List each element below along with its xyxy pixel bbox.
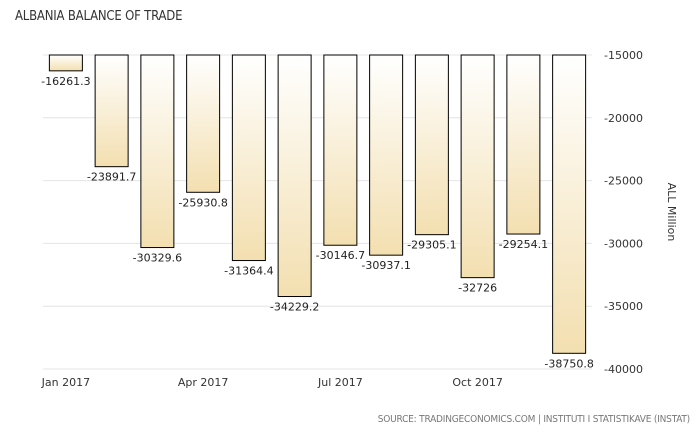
- data-label: -31364.4: [224, 265, 273, 278]
- data-labels: -16261.3 -23891.7 -30329.6 -25930.8 -31364.4…: [41, 75, 594, 370]
- bar: [506, 54, 541, 235]
- bars: [48, 54, 587, 354]
- x-tick-label: Apr 2017: [178, 376, 229, 389]
- data-label: -30146.7: [316, 249, 365, 262]
- bar: [277, 54, 312, 298]
- data-label: -25930.8: [178, 196, 227, 209]
- bar: [140, 54, 175, 249]
- data-label: -16261.3: [41, 75, 90, 88]
- y-tick-label: -30000: [604, 237, 643, 250]
- x-tick-label: Oct 2017: [452, 376, 503, 389]
- data-label: -30937.1: [361, 259, 410, 272]
- data-label: -34229.2: [270, 301, 319, 314]
- data-label: -29254.1: [499, 238, 548, 251]
- x-tick-label: Jan 2017: [41, 376, 90, 389]
- source-note: SOURCE: TRADINGECONOMICS.COM | INSTITUTI…: [377, 414, 690, 425]
- y-tick-label: -15000: [604, 49, 643, 62]
- bar: [48, 54, 83, 72]
- bar: [231, 54, 266, 262]
- y-tick-label: -35000: [604, 300, 643, 313]
- bar: [460, 54, 495, 279]
- chart-title: ALBANIA BALANCE OF TRADE: [15, 9, 183, 24]
- grid-lines: [43, 54, 592, 370]
- bar: [323, 54, 358, 246]
- bar: [552, 54, 587, 354]
- data-label: -29305.1: [407, 239, 456, 252]
- y-axis-label: ALL Million: [665, 183, 678, 242]
- y-tick-label: -25000: [604, 175, 643, 188]
- y-axis-ticks: -15000 -20000 -25000 -30000 -35000 -40000: [604, 49, 643, 376]
- bar: [94, 54, 129, 168]
- y-tick-label: -20000: [604, 112, 643, 125]
- data-label: -23891.7: [87, 171, 136, 184]
- data-label: -32726: [458, 282, 497, 295]
- bar: [414, 54, 449, 236]
- x-axis-ticks: Jan 2017 Apr 2017 Jul 2017 Oct 2017: [41, 376, 503, 389]
- bar: [186, 54, 221, 193]
- bar: [369, 54, 404, 256]
- x-tick-label: Jul 2017: [317, 376, 363, 389]
- data-label: -38750.8: [544, 357, 593, 370]
- y-tick-label: -40000: [604, 363, 643, 376]
- data-label: -30329.6: [133, 252, 182, 265]
